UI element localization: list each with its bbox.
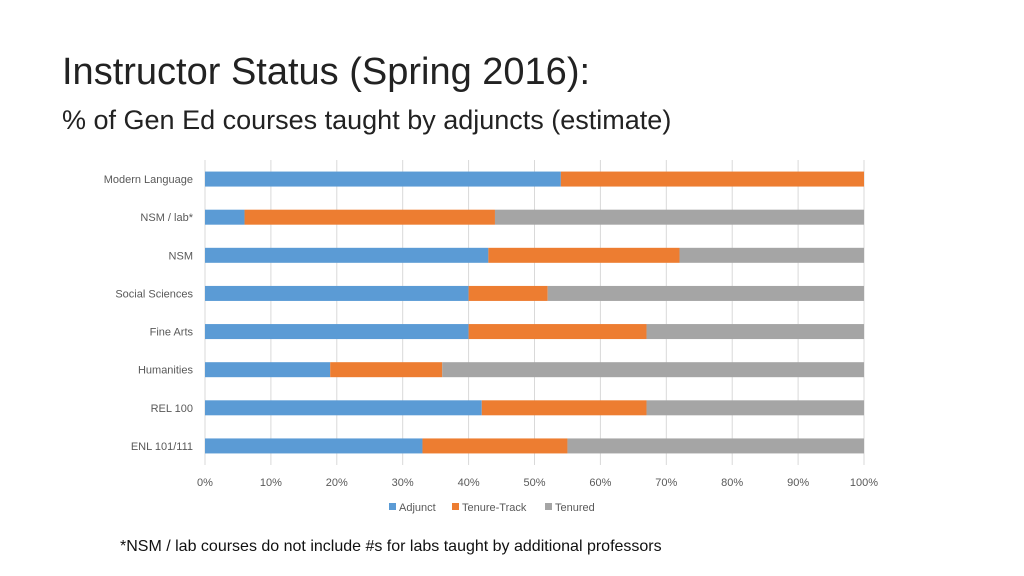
bar-tenured xyxy=(646,324,864,340)
bar-tenure-track xyxy=(488,247,680,263)
bar-tenure-track xyxy=(481,400,647,416)
bar-adjunct xyxy=(205,362,331,378)
x-tick-label: 50% xyxy=(523,477,545,489)
bar-adjunct xyxy=(205,209,245,225)
x-tick-label: 30% xyxy=(392,477,414,489)
bar-adjunct xyxy=(205,438,423,454)
bar-tenure-track xyxy=(330,362,443,378)
x-tick-label: 70% xyxy=(655,477,677,489)
x-tick-label: 90% xyxy=(787,477,809,489)
bar-adjunct xyxy=(205,400,482,416)
x-tick-label: 60% xyxy=(589,477,611,489)
category-label: ENL 101/111 xyxy=(131,441,193,453)
category-label: NSM / lab* xyxy=(140,212,193,224)
bar-tenured xyxy=(646,400,864,416)
category-label: NSM xyxy=(169,250,193,262)
bar-tenure-track xyxy=(244,209,495,225)
bar-tenured xyxy=(679,247,864,263)
bar-adjunct xyxy=(205,285,469,301)
category-label: Humanities xyxy=(138,365,194,377)
category-label: Social Sciences xyxy=(115,288,193,300)
x-tick-label: 10% xyxy=(260,477,282,489)
legend-swatch xyxy=(545,503,552,510)
bar-adjunct xyxy=(205,324,469,340)
bar-adjunct xyxy=(205,247,489,263)
legend-swatch xyxy=(452,503,459,510)
legend-swatch xyxy=(389,503,396,510)
bar-tenured xyxy=(567,438,864,454)
bar-adjunct xyxy=(205,171,561,187)
category-label: Modern Language xyxy=(104,174,193,186)
bar-tenured xyxy=(547,285,864,301)
bar-tenured xyxy=(494,209,864,225)
legend-label: Adjunct xyxy=(399,502,436,514)
x-tick-label: 80% xyxy=(721,477,743,489)
slide-title: Instructor Status (Spring 2016): xyxy=(62,51,591,93)
x-tick-label: 0% xyxy=(197,477,213,489)
category-label: REL 100 xyxy=(151,403,193,415)
bar-tenured xyxy=(442,362,864,378)
slide-subtitle: % of Gen Ed courses taught by adjuncts (… xyxy=(62,105,672,135)
category-label: Fine Arts xyxy=(150,327,194,339)
footnote: *NSM / lab courses do not include #s for… xyxy=(120,538,662,555)
x-tick-label: 40% xyxy=(458,477,480,489)
x-tick-label: 20% xyxy=(326,477,348,489)
bar-tenure-track xyxy=(468,324,647,340)
x-tick-label: 100% xyxy=(850,477,878,489)
bar-tenure-track xyxy=(468,285,548,301)
legend-label: Tenured xyxy=(555,502,595,514)
legend-label: Tenure-Track xyxy=(462,502,527,514)
bar-tenure-track xyxy=(422,438,568,454)
bar-tenure-track xyxy=(560,171,864,187)
